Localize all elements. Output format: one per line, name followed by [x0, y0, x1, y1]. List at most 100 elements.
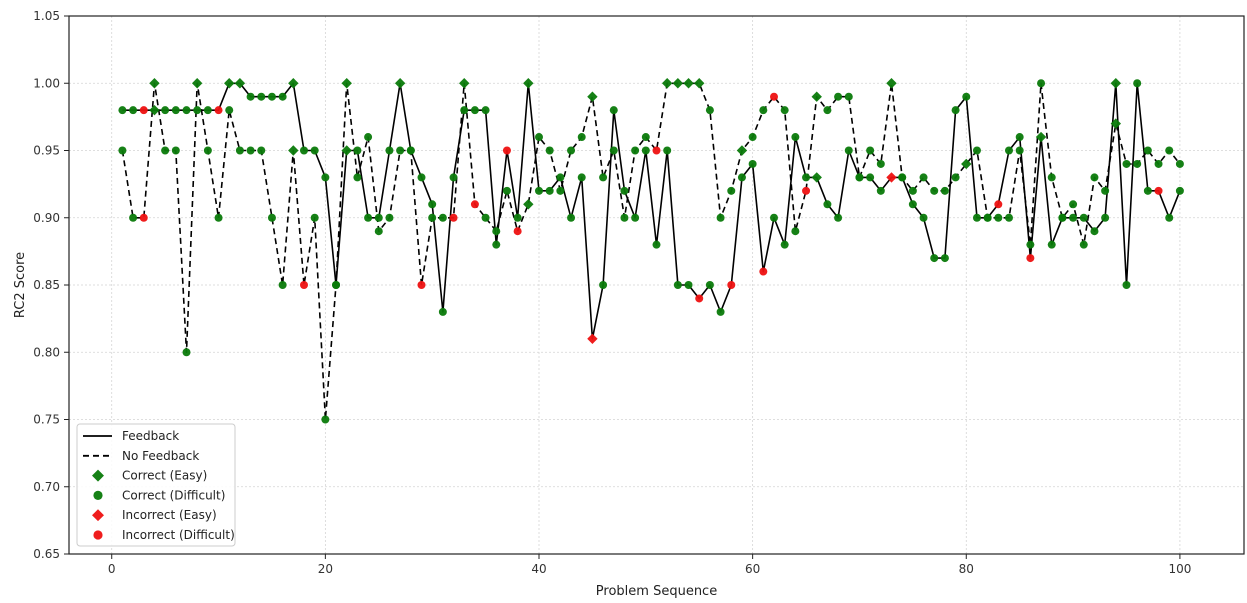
data-point-circle [1165, 213, 1174, 222]
data-point-circle [1079, 213, 1088, 222]
data-point-diamond [694, 78, 705, 89]
data-point-circle [385, 213, 394, 222]
data-point-diamond [736, 145, 748, 156]
data-point-circle [727, 186, 736, 195]
data-point-circle [545, 146, 554, 155]
data-point-circle [257, 92, 266, 101]
data-point-circle [876, 186, 885, 195]
data-point-circle [502, 146, 511, 155]
data-point-circle [1133, 79, 1142, 88]
data-point-circle [791, 133, 800, 142]
data-point-circle [556, 186, 565, 195]
data-point-circle [246, 92, 255, 101]
data-point-circle [855, 173, 864, 182]
data-point-circle [770, 92, 778, 101]
legend-label: Incorrect (Easy) [122, 508, 217, 522]
data-point-circle [1154, 159, 1163, 168]
data-point-circle [599, 173, 608, 182]
y-tick-label: 0.90 [33, 211, 60, 225]
data-point-circle [641, 146, 650, 155]
data-point-circle [748, 133, 757, 142]
data-point-circle [300, 281, 308, 289]
data-point-circle [994, 200, 1003, 209]
data-point-circle [428, 213, 437, 222]
data-point-circle [1069, 200, 1078, 209]
data-point-circle [908, 200, 917, 209]
data-point-circle [620, 186, 629, 195]
data-point-circle [1069, 213, 1078, 222]
y-tick-label: 0.70 [33, 480, 60, 494]
data-point-circle [118, 106, 127, 115]
data-point-circle [940, 254, 949, 263]
data-point-circle [876, 159, 885, 168]
data-point-circle [791, 227, 800, 236]
data-point-circle [716, 213, 725, 222]
data-point-circle [652, 146, 661, 155]
data-point-circle [834, 213, 843, 222]
data-point-circle [908, 186, 917, 195]
data-point-circle [951, 173, 960, 182]
data-point-circle [844, 146, 853, 155]
data-point-circle [513, 227, 522, 236]
data-point-circle [161, 146, 170, 155]
data-point-circle [1037, 79, 1046, 88]
data-point-circle [577, 133, 586, 142]
data-point-diamond [341, 145, 352, 156]
data-point-circle [1101, 213, 1110, 222]
data-point-diamond [683, 78, 694, 89]
y-tick-label: 0.80 [33, 345, 60, 359]
y-tick-label: 1.00 [33, 76, 60, 90]
legend-diamond-marker [92, 469, 104, 482]
data-point-circle [545, 186, 554, 195]
legend-box [76, 423, 236, 547]
data-point-diamond [394, 78, 406, 89]
x-tick-label: 80 [959, 562, 974, 576]
data-point-circle [684, 281, 693, 289]
data-point-circle [609, 146, 618, 155]
data-point-circle [310, 213, 319, 222]
x-tick-label: 20 [318, 562, 333, 576]
data-point-circle [770, 213, 778, 222]
data-point-circle [663, 146, 672, 155]
x-tick-label: 0 [108, 562, 116, 576]
data-point-circle [780, 106, 789, 115]
data-point-circle [449, 173, 458, 182]
data-point-circle [919, 173, 928, 182]
data-point-circle [235, 146, 244, 155]
data-point-circle [353, 173, 362, 182]
data-point-circle [716, 307, 725, 316]
data-point-circle [1015, 146, 1024, 155]
data-point-diamond [886, 172, 897, 183]
data-point-circle [246, 146, 255, 155]
data-point-circle [406, 146, 415, 155]
data-point-circle [449, 213, 458, 222]
data-point-circle [631, 146, 640, 155]
data-point-circle [535, 186, 543, 195]
data-point-circle [139, 213, 148, 222]
data-point-circle [1005, 213, 1013, 222]
data-point-circle [182, 348, 191, 357]
data-point-diamond [288, 145, 299, 156]
series-line-no-feedback [121, 82, 1181, 421]
legend-label: Incorrect (Difficult) [122, 528, 235, 542]
markers-layer [118, 78, 1184, 424]
data-point-circle [481, 106, 490, 115]
data-point-circle [193, 106, 202, 115]
data-point-circle [1165, 146, 1174, 155]
data-point-diamond [523, 78, 534, 89]
data-point-circle [1143, 146, 1152, 155]
data-point-circle [300, 146, 308, 155]
data-point-circle [1047, 173, 1056, 182]
data-point-circle [332, 281, 341, 289]
data-point-circle [417, 281, 426, 289]
data-point-circle [631, 213, 640, 222]
data-point-diamond [1110, 78, 1122, 89]
data-point-diamond [149, 78, 160, 89]
data-point-diamond [234, 78, 246, 89]
data-point-circle [983, 213, 992, 222]
data-point-circle [1079, 240, 1088, 249]
data-point-circle [1047, 240, 1056, 249]
data-point-diamond [672, 78, 684, 89]
grid-lines [69, 15, 1244, 555]
data-point-circle [396, 146, 405, 155]
